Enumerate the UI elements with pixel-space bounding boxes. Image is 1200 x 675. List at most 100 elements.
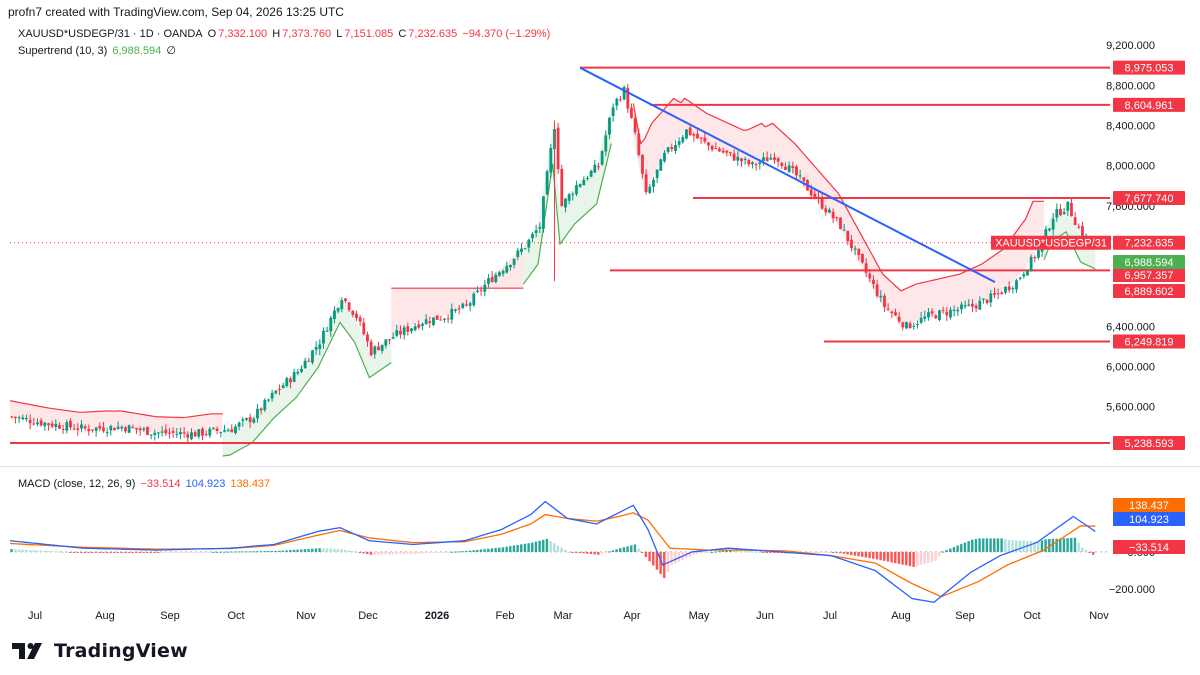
candle-body[interactable] [780,162,784,167]
supertrend-legend[interactable]: Supertrend (10, 3) 6,988.594 ∅ [18,44,178,57]
candle-body[interactable] [109,425,113,431]
candle-body[interactable] [461,303,465,309]
supertrend-label[interactable]: Supertrend (10, 3) [18,45,108,57]
candle-body[interactable] [402,327,406,335]
candle-body[interactable] [520,248,523,252]
candle-body[interactable] [765,157,769,162]
candle-body[interactable] [388,339,391,341]
candle-body[interactable] [39,420,43,426]
candle-body[interactable] [432,317,435,325]
candle-body[interactable] [237,422,241,427]
candle-body[interactable] [567,194,571,201]
candle-body[interactable] [120,426,124,429]
candle-body[interactable] [476,290,479,292]
candle-body[interactable] [226,430,230,432]
candle-body[interactable] [58,425,61,429]
candle-body[interactable] [556,127,560,170]
candle-body[interactable] [1029,256,1033,271]
candle-body[interactable] [637,133,641,155]
candle-body[interactable] [615,98,619,106]
candle-body[interactable] [333,310,336,320]
candle-body[interactable] [754,164,758,166]
candle-body[interactable] [501,270,505,274]
candle-body[interactable] [861,254,864,263]
candle-body[interactable] [674,145,677,151]
candle-body[interactable] [182,432,186,434]
candle-body[interactable] [670,146,674,150]
candle-body[interactable] [578,184,582,187]
candle-body[interactable] [1048,228,1051,231]
candle-body[interactable] [369,341,373,356]
candle-body[interactable] [384,339,388,346]
candle-body[interactable] [230,429,234,433]
candle-body[interactable] [769,157,773,160]
candle-body[interactable] [43,422,47,427]
candle-body[interactable] [996,293,1000,295]
descending-trendline[interactable] [579,66,996,284]
candle-body[interactable] [160,431,164,433]
candle-body[interactable] [105,431,109,433]
symbol-legend[interactable]: XAUUSD*USDEGP/31 · 1D · OANDA O 7,332.100… [18,28,552,40]
candle-body[interactable] [50,423,54,427]
candle-body[interactable] [76,428,80,430]
candle-body[interactable] [336,308,340,312]
candle-body[interactable] [274,390,278,394]
candle-body[interactable] [919,317,923,323]
candle-body[interactable] [831,211,835,219]
candle-body[interactable] [930,311,934,314]
candle-body[interactable] [65,422,69,431]
candle-body[interactable] [325,330,329,332]
candle-body[interactable] [813,193,817,198]
candle-body[interactable] [285,378,289,387]
candle-body[interactable] [538,226,542,229]
candle-body[interactable] [131,427,135,429]
candle-body[interactable] [362,322,366,335]
candle-body[interactable] [534,230,538,234]
candle-body[interactable] [864,263,868,273]
candle-body[interactable] [153,432,157,435]
price-chart[interactable]: 9,200.0008,800.0008,400.0008,000.0007,60… [0,0,1200,466]
candle-body[interactable] [740,158,743,162]
candle-body[interactable] [179,432,182,435]
candle-body[interactable] [468,303,472,306]
candle-body[interactable] [443,318,446,320]
candle-body[interactable] [802,177,806,181]
candle-body[interactable] [399,330,402,335]
candle-body[interactable] [204,434,208,436]
candle-body[interactable] [798,175,802,177]
candle-body[interactable] [905,322,908,329]
candle-body[interactable] [234,426,237,434]
candle-body[interactable] [824,208,828,213]
macd-legend[interactable]: MACD (close, 12, 26, 9) −33.514 104.923 … [18,478,272,490]
candle-body[interactable] [281,385,285,388]
candle-body[interactable] [142,428,146,430]
candle-body[interactable] [289,378,292,383]
candle-body[interactable] [784,166,787,171]
candle-body[interactable] [61,428,65,430]
candle-body[interactable] [839,217,842,230]
candle-body[interactable] [439,319,443,321]
candle-body[interactable] [971,303,974,307]
candle-body[interactable] [960,304,963,310]
candle-body[interactable] [102,427,105,432]
candle-body[interactable] [417,324,421,328]
candle-body[interactable] [1044,229,1048,242]
candle-body[interactable] [351,310,355,315]
candle-body[interactable] [32,423,36,425]
candle-body[interactable] [1026,270,1029,276]
candle-body[interactable] [725,150,729,153]
candle-body[interactable] [344,298,347,302]
candle-body[interactable] [395,330,399,336]
candle-body[interactable] [472,293,476,306]
candle-body[interactable] [641,154,644,174]
candle-body[interactable] [934,315,938,319]
candle-body[interactable] [842,229,846,231]
candle-body[interactable] [1059,209,1062,216]
candle-body[interactable] [450,308,454,320]
candle-body[interactable] [28,419,32,424]
candle-body[interactable] [857,248,861,256]
candle-body[interactable] [116,426,120,429]
candle-body[interactable] [1000,292,1004,295]
candle-body[interactable] [47,423,50,426]
candle-body[interactable] [542,196,545,229]
